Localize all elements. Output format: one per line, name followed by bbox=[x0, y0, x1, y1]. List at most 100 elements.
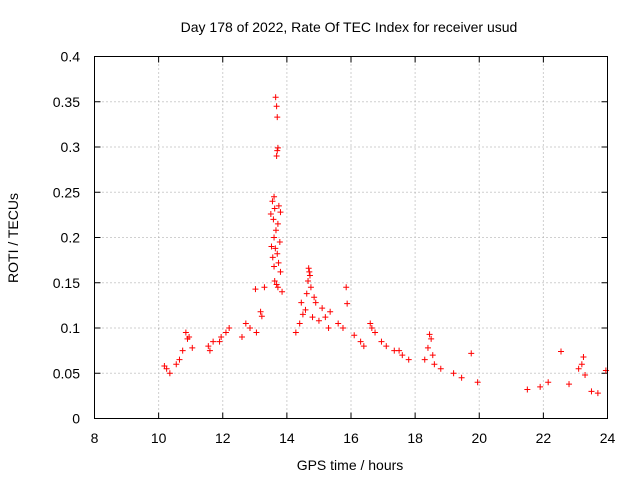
chart-title: Day 178 of 2022, Rate Of TEC Index for r… bbox=[181, 19, 518, 35]
data-point bbox=[292, 329, 299, 336]
data-point bbox=[325, 325, 332, 331]
data-point bbox=[166, 370, 173, 377]
data-point bbox=[218, 334, 225, 341]
data-point bbox=[274, 147, 281, 154]
data-point bbox=[426, 331, 433, 338]
data-point bbox=[268, 243, 275, 250]
data-point bbox=[437, 365, 444, 372]
data-point bbox=[305, 265, 312, 272]
x-tick-label: 10 bbox=[151, 430, 167, 446]
data-point bbox=[396, 347, 403, 354]
data-point bbox=[182, 329, 189, 336]
data-point bbox=[335, 320, 342, 327]
data-point bbox=[296, 320, 303, 327]
data-point bbox=[267, 210, 274, 217]
data-point bbox=[368, 325, 375, 331]
data-point bbox=[315, 317, 322, 324]
data-point bbox=[273, 281, 280, 288]
data-point bbox=[273, 153, 280, 160]
data-point bbox=[322, 314, 329, 321]
data-point bbox=[279, 288, 286, 295]
data-point bbox=[277, 209, 284, 216]
data-point bbox=[273, 103, 280, 110]
data-point bbox=[272, 227, 279, 234]
data-point bbox=[566, 381, 573, 388]
x-tick-label: 12 bbox=[215, 430, 231, 446]
data-point bbox=[405, 356, 412, 363]
data-point bbox=[226, 325, 233, 331]
y-tick-label: 0.4 bbox=[61, 49, 81, 65]
data-point bbox=[537, 383, 544, 390]
data-point bbox=[343, 284, 350, 291]
data-point bbox=[428, 335, 435, 342]
data-point bbox=[269, 254, 276, 261]
data-point bbox=[421, 356, 428, 363]
data-point bbox=[558, 348, 565, 355]
y-tick-label: 0.15 bbox=[53, 275, 80, 291]
data-points bbox=[161, 94, 609, 397]
data-point bbox=[252, 286, 259, 293]
data-point bbox=[327, 308, 334, 315]
data-point bbox=[399, 352, 406, 359]
data-point bbox=[161, 363, 168, 370]
data-point bbox=[367, 320, 374, 327]
data-point bbox=[431, 361, 438, 368]
data-point bbox=[306, 272, 313, 279]
data-point bbox=[383, 343, 390, 350]
data-point bbox=[305, 277, 312, 284]
data-point bbox=[594, 390, 601, 397]
data-point bbox=[582, 372, 589, 379]
data-point bbox=[274, 114, 281, 121]
data-point bbox=[269, 198, 276, 205]
data-point bbox=[450, 370, 457, 377]
y-tick-label: 0.25 bbox=[53, 184, 80, 200]
x-tick-label: 8 bbox=[91, 430, 99, 446]
data-point bbox=[372, 329, 379, 336]
grid-lines bbox=[94, 56, 608, 419]
y-tick-label: 0.35 bbox=[53, 94, 80, 110]
data-point bbox=[274, 284, 281, 291]
data-point bbox=[258, 313, 265, 320]
data-point bbox=[302, 306, 309, 313]
data-point bbox=[319, 305, 326, 312]
data-point bbox=[184, 335, 191, 342]
data-point bbox=[360, 343, 367, 350]
data-point bbox=[271, 193, 278, 200]
data-point bbox=[274, 144, 281, 151]
data-point bbox=[247, 325, 254, 331]
data-point bbox=[378, 338, 385, 345]
data-point bbox=[468, 350, 475, 357]
data-point bbox=[242, 320, 249, 327]
data-point bbox=[311, 294, 318, 301]
data-point bbox=[344, 300, 351, 307]
data-point bbox=[588, 388, 595, 395]
x-tick-labels: 8 10 12 14 16 18 20 22 24 bbox=[91, 430, 616, 446]
data-point bbox=[458, 374, 465, 381]
x-tick-label: 14 bbox=[279, 430, 295, 446]
data-point bbox=[275, 202, 282, 209]
data-point bbox=[272, 245, 279, 252]
x-tick-label: 24 bbox=[600, 430, 616, 446]
data-point bbox=[274, 220, 281, 227]
x-tick-label: 18 bbox=[407, 430, 423, 446]
data-point bbox=[474, 379, 481, 386]
data-point bbox=[270, 216, 277, 223]
data-point bbox=[309, 314, 316, 321]
data-point bbox=[253, 329, 260, 336]
data-point bbox=[306, 268, 313, 275]
data-point bbox=[299, 311, 306, 318]
data-point bbox=[238, 334, 245, 341]
data-point bbox=[277, 268, 284, 275]
data-point bbox=[357, 338, 364, 345]
data-point bbox=[276, 239, 283, 246]
y-tick-label: 0.05 bbox=[53, 365, 80, 381]
data-point bbox=[298, 299, 305, 306]
data-point bbox=[216, 338, 223, 345]
y-axis-label: ROTI / TECUs bbox=[5, 193, 21, 283]
data-point bbox=[274, 250, 281, 257]
data-point bbox=[575, 365, 582, 372]
y-tick-label: 0.3 bbox=[61, 139, 81, 155]
plot-frame bbox=[94, 56, 608, 419]
x-axis-label: GPS time / hours bbox=[297, 457, 404, 473]
